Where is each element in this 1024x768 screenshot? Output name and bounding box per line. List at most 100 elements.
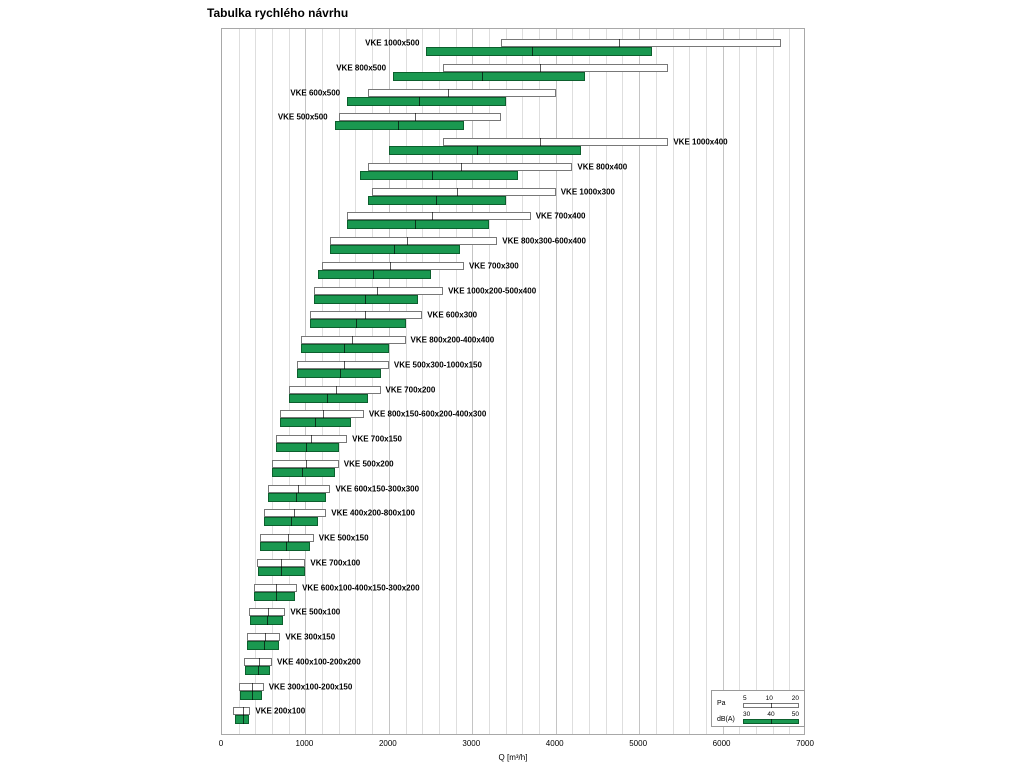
mid-tick <box>263 641 265 650</box>
gridline <box>422 29 424 734</box>
db-range-bar <box>301 344 389 353</box>
gridline <box>288 29 290 734</box>
series-label: VKE 500x150 <box>318 533 369 543</box>
mid-tick <box>431 212 433 221</box>
pa-range-bar <box>297 360 389 369</box>
mid-tick <box>431 170 433 180</box>
gridline <box>372 29 374 734</box>
legend-bar-db <box>743 719 799 724</box>
mid-tick <box>288 534 290 542</box>
db-range-bar <box>280 418 352 428</box>
db-range-bar <box>253 591 296 601</box>
mid-tick <box>435 195 437 205</box>
mid-tick <box>414 113 416 122</box>
pa-range-bar <box>253 583 298 592</box>
gridline <box>555 29 557 734</box>
pa-range-bar <box>288 385 381 394</box>
db-range-bar <box>288 393 368 403</box>
plot-area: VKE 1000x500 VKE 800x500 VKE 600x500 VKE 50… <box>221 28 805 735</box>
legend-bar-pa <box>743 703 799 708</box>
mid-tick <box>356 319 358 329</box>
db-range-bar <box>309 319 406 329</box>
db-range-bar <box>240 690 263 700</box>
series-label: VKE 800x500 <box>336 63 387 73</box>
mid-tick <box>540 63 542 72</box>
mid-tick <box>243 715 244 725</box>
mid-tick <box>540 138 542 146</box>
db-range-bar <box>247 641 279 650</box>
x-tick-label: 7000 <box>796 739 814 748</box>
gridline <box>455 29 457 734</box>
series-label: VKE 500x300-1000x150 <box>393 360 482 370</box>
pa-range-bar <box>347 212 531 221</box>
gridline <box>622 29 624 734</box>
series-label: VKE 300x150 <box>285 632 336 642</box>
pa-range-bar <box>267 484 331 493</box>
gridline <box>572 29 574 734</box>
series-label: VKE 400x100-200x200 <box>277 657 361 667</box>
mid-tick <box>419 96 421 106</box>
mid-tick <box>335 385 337 394</box>
mid-tick <box>264 633 266 641</box>
legend-row-db: dB(A) 30 40 50 <box>717 709 799 724</box>
mid-tick <box>252 690 254 700</box>
gridline <box>405 29 407 734</box>
series-label: VKE 200x100 <box>255 706 306 716</box>
pa-range-bar <box>338 113 502 122</box>
pa-range-bar <box>301 336 406 344</box>
db-range-bar <box>313 294 419 304</box>
legend-scale-db: 30 40 50 <box>743 711 799 724</box>
legend-tick: 5 <box>743 695 747 702</box>
gridline <box>355 29 357 734</box>
db-range-bar <box>359 170 519 180</box>
pa-range-bar <box>443 138 669 146</box>
mid-tick <box>281 566 283 576</box>
x-tick-label: 1000 <box>295 739 314 748</box>
pa-range-bar <box>368 88 556 97</box>
series-label: VKE 300x100-200x150 <box>268 682 353 691</box>
pa-range-bar <box>309 311 423 320</box>
mid-tick <box>267 616 269 626</box>
mid-tick <box>771 703 772 708</box>
gridline <box>522 29 524 734</box>
x-axis-ticks: 0 1000 2000 3000 4000 5000 6000 7000 <box>219 739 814 749</box>
series-label: VKE 500x200 <box>343 459 394 469</box>
mid-tick <box>293 509 295 518</box>
pa-range-bar <box>276 435 348 443</box>
pa-range-bar <box>238 682 264 691</box>
series-label: VKE 700x400 <box>535 211 586 221</box>
mid-tick <box>276 583 278 592</box>
pa-range-bar <box>247 633 281 641</box>
mid-tick <box>406 237 408 245</box>
legend-ticks-pa: 5 10 20 <box>743 695 799 703</box>
db-range-bar <box>249 616 283 626</box>
pa-range-bar <box>272 459 339 468</box>
series-label: VKE 700x300 <box>468 261 519 271</box>
db-range-bar <box>234 715 249 725</box>
db-range-bar <box>257 566 306 576</box>
gridline <box>605 29 607 734</box>
pa-range-bar <box>259 534 314 542</box>
mid-tick <box>243 707 245 716</box>
x-axis-label: Q [m³/h] <box>498 753 528 762</box>
legend-tick: 20 <box>791 695 799 702</box>
db-range-bar <box>426 47 652 56</box>
gridline <box>238 29 240 734</box>
gridline <box>322 29 324 734</box>
mid-tick <box>285 542 287 551</box>
mid-tick <box>314 418 316 428</box>
mid-tick <box>306 443 308 452</box>
mid-tick <box>258 665 260 675</box>
db-range-bar <box>272 467 335 477</box>
mid-tick <box>268 608 270 617</box>
mid-tick <box>531 47 533 56</box>
mid-tick <box>414 220 416 230</box>
db-range-bar <box>334 121 464 131</box>
x-tick-label: 6000 <box>712 739 731 748</box>
db-range-bar <box>276 443 339 452</box>
x-tick-label: 2000 <box>378 739 397 748</box>
legend-row-pa: Pa 5 10 20 <box>717 693 799 708</box>
gridline <box>672 29 674 734</box>
legend-label-db: dB(A) <box>717 716 735 723</box>
mid-tick <box>310 435 312 443</box>
